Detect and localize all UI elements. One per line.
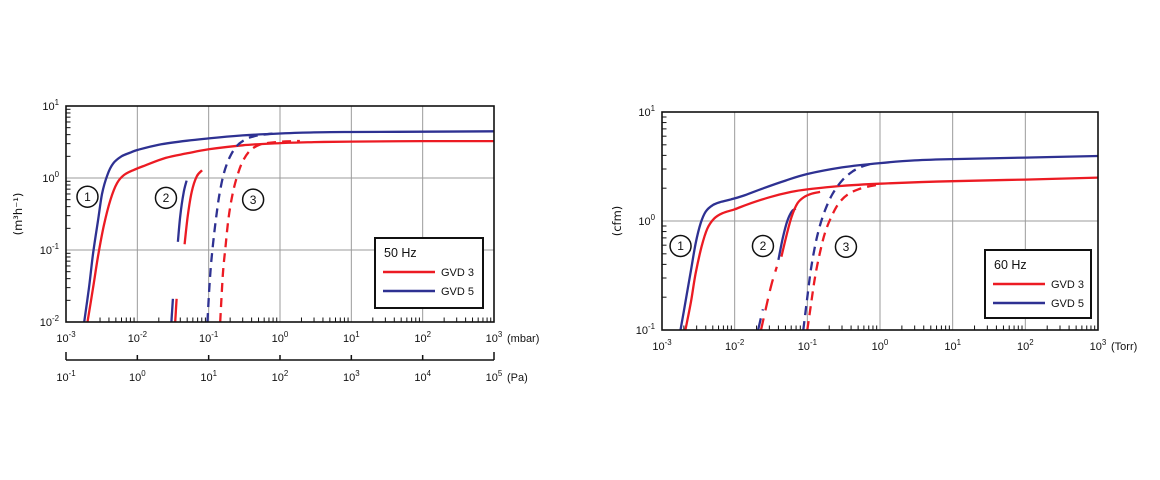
y-axis-unit-label: (cfm) (610, 206, 624, 237)
x-tick-label: 101 (944, 338, 961, 353)
annotation-circle (154, 186, 178, 210)
x-tick-label: 101 (343, 330, 360, 345)
y-tick-label: 10-2 (40, 314, 59, 329)
annotation-circle (669, 234, 692, 258)
series-curve (83, 130, 494, 322)
series-curve (170, 298, 175, 322)
secondary-x-axis-unit-label: (Pa) (507, 372, 528, 384)
chart-60hz-canvas: 10-3 10-2 10-1 100 101 102 103 (Torr) 10-1 100 101… (610, 104, 1137, 353)
annotation-number: 2 (163, 191, 170, 205)
legend: 60 Hz GVD 3 GVD 5 (984, 249, 1092, 319)
x-tick-label: 10-3 (652, 338, 672, 353)
series-curve (86, 139, 494, 322)
legend-entry-label: GVD 3 (1051, 279, 1084, 291)
y-tick-label: 100 (42, 170, 59, 185)
series-curve (206, 132, 279, 322)
x-tick-label: 100 (872, 338, 889, 353)
pumping-speed-chart-60hz: 10-3 10-2 10-1 100 101 102 103 (Torr) 10-1 100 101… (600, 85, 1160, 380)
annotations: 1 2 3 (669, 234, 858, 259)
x-tick-label: 10-3 (56, 330, 76, 345)
x-tick-label: 103 (1090, 338, 1107, 353)
y-axis-unit-label: (m³h⁻¹) (11, 193, 25, 236)
x-tick-label: 102 (414, 330, 431, 345)
y-tick-label: 100 (638, 213, 655, 228)
x-tick-label: 10-1 (199, 330, 218, 345)
series-curve (679, 154, 1098, 330)
x-axis-labels: 10-3 10-2 10-1 100 101 102 103 (Torr) (652, 338, 1137, 353)
secondary-x-tick-label: 10-1 (56, 369, 75, 384)
annotations: 1 2 3 (76, 185, 265, 211)
secondary-x-tick-label: 101 (200, 369, 217, 384)
annotation-circle (76, 185, 99, 208)
secondary-x-axis: 10-1 100 101 102 103 104 105 (Pa) (56, 352, 528, 384)
y-tick-label: 10-1 (40, 242, 59, 257)
secondary-x-tick-label: 100 (129, 369, 146, 384)
secondary-x-tick-label: 102 (272, 369, 289, 384)
legend-entry-label: GVD 5 (441, 286, 474, 298)
x-axis-unit-label: (Torr) (1111, 341, 1137, 353)
series-curve (780, 190, 821, 257)
x-tick-label: 100 (272, 330, 289, 345)
secondary-x-tick-label: 105 (486, 369, 503, 384)
legend-title: 50 Hz (384, 246, 417, 260)
x-tick-label: 10-2 (128, 330, 147, 345)
y-axis-labels: 10-2 10-1 100 101 (m³h⁻¹) (11, 98, 60, 329)
y-tick-label: 101 (638, 104, 655, 119)
series-curve (174, 298, 178, 322)
series-curve (684, 176, 1098, 330)
annotation-number: 3 (250, 193, 257, 207)
y-tick-label: 101 (42, 98, 59, 113)
secondary-x-tick-label: 104 (414, 369, 431, 384)
x-axis-unit-label: (mbar) (507, 333, 539, 345)
series-curve (183, 169, 203, 245)
series-group (679, 154, 1098, 330)
legend-entry-label: GVD 3 (441, 267, 474, 279)
x-tick-label: 103 (486, 330, 503, 345)
plot-border (661, 111, 1099, 331)
annotation-circle (834, 235, 858, 259)
series-group (83, 130, 494, 322)
y-tick-label: 10-1 (636, 322, 655, 337)
x-tick-label: 102 (1017, 338, 1034, 353)
series-curve (176, 180, 188, 242)
series-curve (802, 161, 876, 330)
plot-border (65, 105, 495, 323)
grid-lines (662, 112, 1098, 330)
series-curve (219, 139, 300, 322)
series-curve (756, 309, 765, 330)
series-curve (759, 266, 778, 330)
x-axis-labels: 10-3 10-2 10-1 100 101 102 103 (mbar) (56, 330, 539, 345)
x-tick-label: 10-2 (725, 338, 744, 353)
annotation-number: 1 (84, 190, 91, 204)
annotation-circle (751, 234, 775, 258)
legend: 50 Hz GVD 3 GVD 5 (374, 237, 484, 309)
chart-50hz-canvas: 10-3 10-2 10-1 100 101 102 103 (mbar)10-210-110… (11, 98, 539, 384)
annotation-circle (241, 188, 265, 211)
x-tick-label: 10-1 (798, 338, 817, 353)
y-axis-labels: 10-1 100 101 (cfm) (610, 104, 656, 337)
secondary-x-tick-label: 103 (343, 369, 360, 384)
annotation-number: 2 (760, 239, 767, 253)
legend-entry-label: GVD 5 (1051, 298, 1084, 310)
legend-title: 60 Hz (994, 258, 1027, 272)
pumping-speed-chart-50hz: 10-3 10-2 10-1 100 101 102 103 (mbar) 10-2 10-1 10… (0, 85, 580, 415)
annotation-number: 1 (677, 239, 684, 253)
annotation-number: 3 (843, 240, 850, 254)
